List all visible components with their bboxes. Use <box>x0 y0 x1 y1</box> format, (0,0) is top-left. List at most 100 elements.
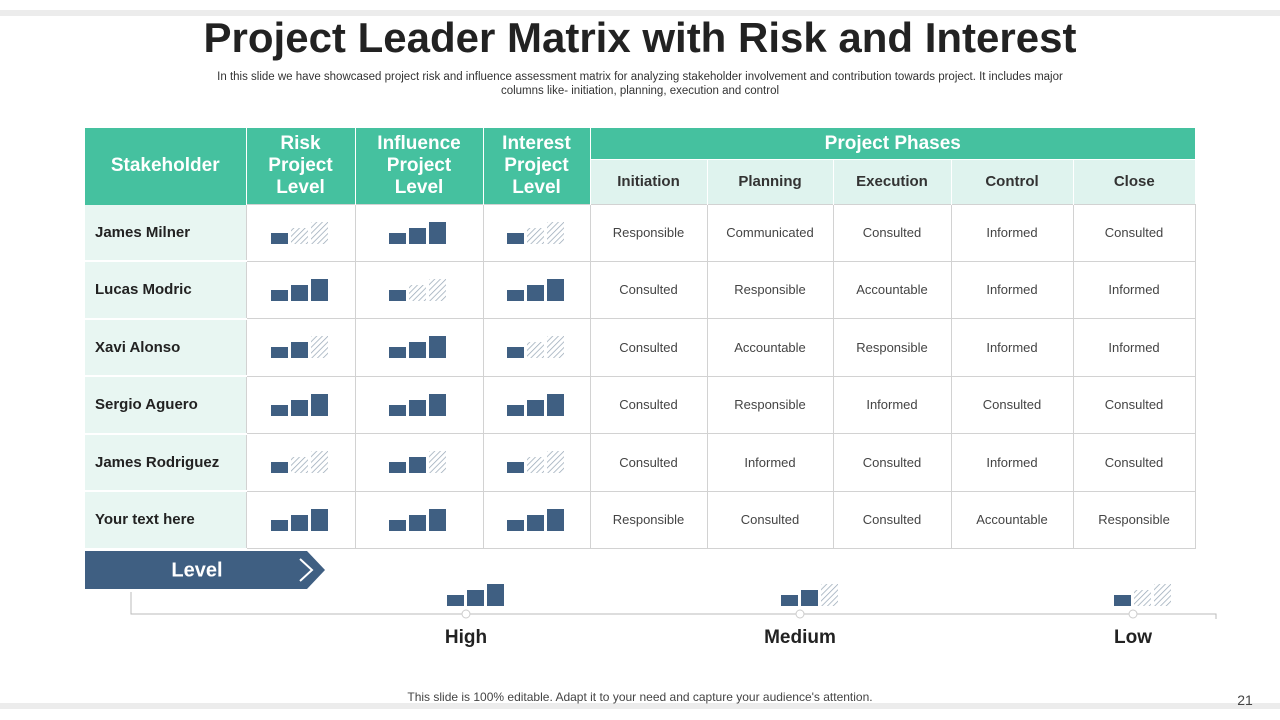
level-cell <box>354 375 484 434</box>
table-row: Xavi Alonso Consulted Accountable Responsib… <box>85 318 1196 377</box>
level-svg <box>270 393 328 416</box>
phase-cell: Consulted <box>950 375 1074 434</box>
icon-bar <box>546 508 564 531</box>
title: Project Leader Matrix with Risk and Inte… <box>203 14 1077 61</box>
stakeholder: James Rodriguez <box>85 433 246 492</box>
level-banner: Level <box>85 551 325 589</box>
level-icon <box>389 451 446 474</box>
phase-cell: Informed <box>950 260 1074 319</box>
phase-cell: Consulted <box>706 490 834 549</box>
level-icon <box>506 336 564 359</box>
legend-label: High <box>445 627 487 648</box>
level-icon <box>389 393 446 416</box>
level-icon <box>506 451 564 474</box>
phase-cell: Consulted <box>832 433 952 492</box>
legend: High Medium Low <box>130 584 1217 648</box>
phase-cell: Informed <box>832 375 952 434</box>
level-cell <box>354 318 484 377</box>
icon-bar <box>506 289 524 301</box>
level-icon <box>389 278 446 301</box>
level-cell <box>245 318 356 377</box>
icon-bar <box>429 336 446 359</box>
level-icon <box>506 508 564 531</box>
icon-bar <box>409 227 426 244</box>
icon-bar <box>389 347 406 359</box>
level-icon <box>506 278 564 301</box>
level-icon <box>389 508 446 531</box>
level-svg <box>270 278 328 301</box>
phase-cell: Consulted <box>589 433 708 492</box>
level-cell <box>245 490 356 549</box>
icon-bar <box>506 462 524 474</box>
icon-bar <box>429 221 446 244</box>
level-cell <box>482 433 591 492</box>
level-cell <box>245 375 356 434</box>
icon-bar <box>546 221 564 244</box>
icon-bar <box>290 227 308 244</box>
legend-label: Medium <box>764 627 836 648</box>
phase-header: Close <box>1072 159 1196 205</box>
level-cell <box>482 490 591 549</box>
level-svg <box>506 451 564 474</box>
header-row: Stakeholder Risk Project Level Influence P… <box>85 128 1196 205</box>
level-svg <box>389 278 446 301</box>
icon-bar <box>389 519 406 531</box>
icon-bar <box>409 342 426 359</box>
icon-bar <box>526 514 544 531</box>
level-svg <box>270 336 328 359</box>
phase-cell: Informed <box>950 318 1074 377</box>
icon-bar <box>821 584 838 606</box>
icon-bar <box>389 289 406 301</box>
icon-bar <box>546 278 564 301</box>
level-svg <box>389 393 446 416</box>
level-icon <box>447 584 504 606</box>
top-band <box>0 10 1280 16</box>
column-header: Stakeholder <box>85 128 246 205</box>
level-svg <box>389 508 446 531</box>
phase-cell: Accountable <box>950 490 1074 549</box>
group-header: Project Phases <box>589 128 1196 160</box>
icon-bar <box>526 457 544 474</box>
icon-bar <box>781 595 798 606</box>
level-svg <box>506 221 564 244</box>
column-header: Interest Project Level <box>482 128 590 205</box>
icon-bar <box>447 595 464 606</box>
level-cell <box>245 260 356 319</box>
icon-bar <box>487 584 504 606</box>
icon-bar <box>467 590 484 606</box>
icon-bar <box>1114 595 1131 606</box>
phase-cell: Informed <box>706 433 834 492</box>
table-row: Your text here Responsible Consulted Consul… <box>85 490 1196 550</box>
level-svg <box>389 221 446 244</box>
phase-cell: Consulted <box>589 375 708 434</box>
icon-bar <box>526 284 544 301</box>
level-svg <box>270 221 328 244</box>
icon-bar <box>429 278 446 301</box>
phase-cell: Accountable <box>832 260 952 319</box>
legend-dot <box>461 609 471 619</box>
icon-bar <box>270 462 288 474</box>
level-cell <box>354 260 484 319</box>
level-icon <box>781 584 838 606</box>
phase-cell: Informed <box>1072 260 1196 319</box>
level-icon <box>270 221 328 244</box>
table-row: James Rodriguez Consulted Informed Consulte… <box>85 433 1196 492</box>
icon-bar <box>270 347 288 359</box>
level-cell <box>354 490 484 549</box>
icon-bar <box>506 404 524 416</box>
icon-bar <box>290 514 308 531</box>
icon-bar <box>506 347 524 359</box>
icon-bar <box>310 393 328 416</box>
column-header: Risk Project Level <box>245 128 355 205</box>
icon-bar <box>409 457 426 474</box>
phase-cell: Informed <box>950 433 1074 492</box>
icon-bar <box>506 232 524 244</box>
level-cell <box>482 260 591 319</box>
phase-cell: Consulted <box>832 204 952 262</box>
icon-bar <box>310 278 328 301</box>
level-svg <box>506 393 564 416</box>
icon-bar <box>409 284 426 301</box>
level-svg <box>270 451 328 474</box>
stakeholder: James Milner <box>85 204 246 262</box>
